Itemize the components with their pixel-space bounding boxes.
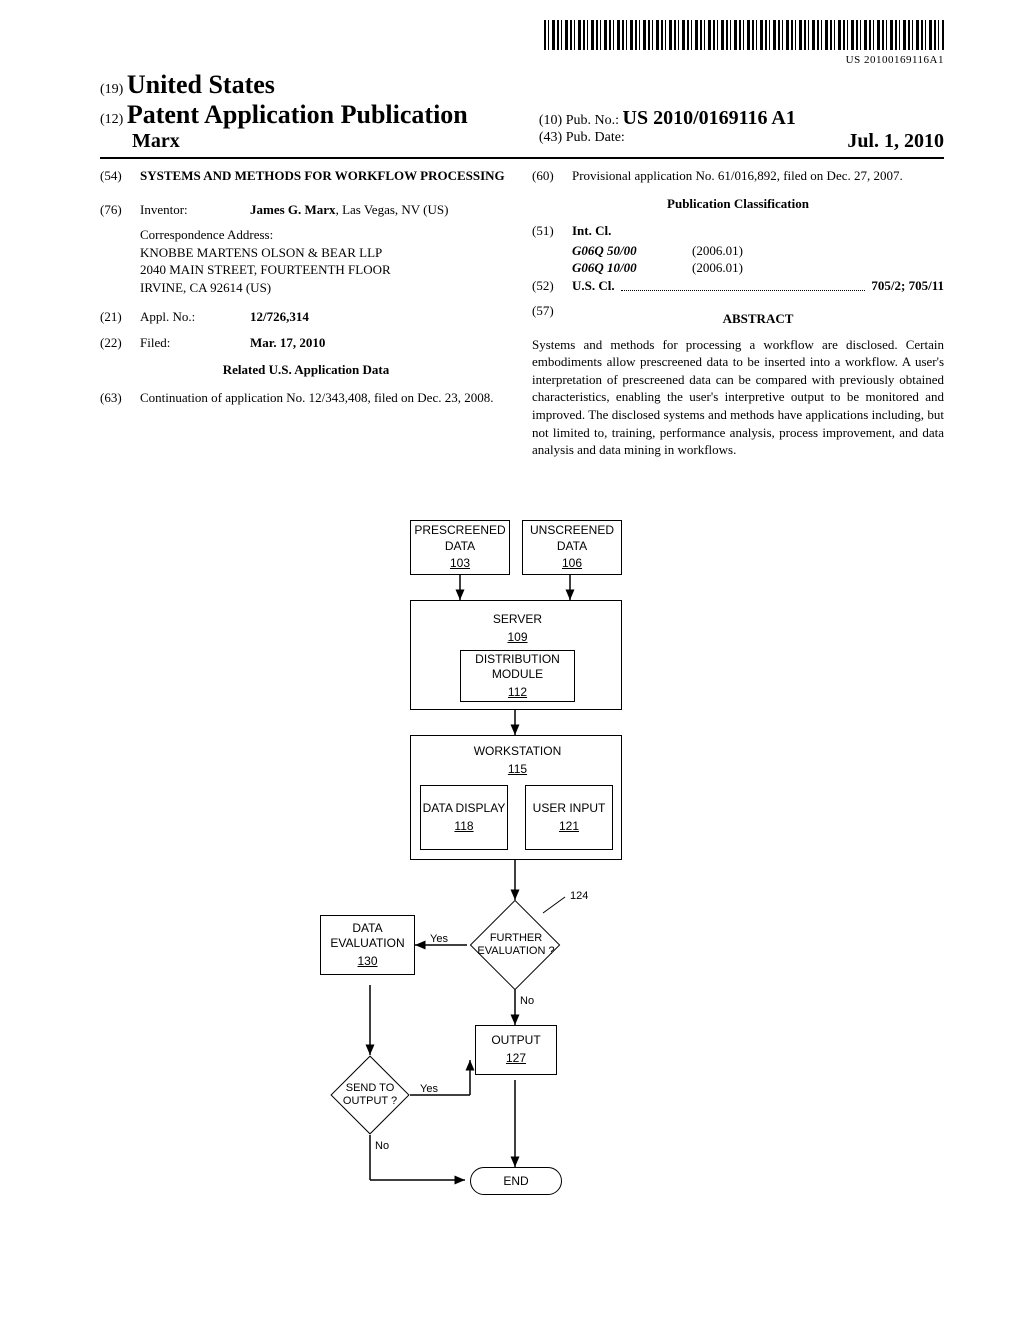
filed-num: (22) [100,334,140,352]
barcode [544,20,944,50]
header: (19) United States (12) Patent Applicati… [100,70,944,159]
node-user-input: USER INPUT 121 [525,785,613,850]
abstract-num: (57) [532,302,572,336]
uscl-label: U.S. Cl. [572,278,615,293]
country-num: (19) [100,82,123,97]
pub-no-num: (10) [539,113,562,128]
node-end: END [470,1167,562,1195]
node-further-eval: FURTHER EVALUATION ? [475,920,557,970]
edge-no2: No [375,1140,389,1152]
pub-date-label: Pub. Date: [566,130,625,145]
node-ref: 121 [559,819,579,835]
prov-text: Provisional application No. 61/016,892, … [572,167,944,185]
flowchart: PRESCREENED DATA 103 UNSCREENED DATA 106… [290,520,720,1300]
intcl-1-code: G06Q 50/00 [572,242,692,260]
node-label: OUTPUT [491,1033,540,1049]
ref-124: 124 [570,890,588,902]
appl-val: 12/726,314 [250,309,309,324]
edge-yes2: Yes [420,1083,438,1095]
node-ref: 127 [506,1051,526,1067]
node-output: OUTPUT 127 [475,1025,557,1075]
node-ref: 130 [357,954,377,970]
cont-num: (63) [100,389,140,407]
pub-no: US 2010/0169116 A1 [623,107,796,129]
right-column: (60) Provisional application No. 61/016,… [532,167,944,459]
node-server: SERVER 109 [475,610,560,648]
node-data-eval: DATA EVALUATION 130 [320,915,415,975]
appl-num: (21) [100,308,140,326]
barcode-area: US 20100169116A1 [100,20,944,66]
node-ref: 109 [507,630,527,646]
title-num: (54) [100,167,140,185]
node-label: DATA EVALUATION [321,921,414,952]
node-ref: 112 [508,685,527,701]
node-label: UNSCREENED DATA [523,523,621,554]
filed-label: Filed: [140,334,250,352]
abstract-text: Systems and methods for processing a wor… [532,336,944,459]
intcl-2-year: (2006.01) [692,259,743,277]
corr-line1: KNOBBE MARTENS OLSON & BEAR LLP [140,244,512,262]
prov-num: (60) [532,167,572,185]
node-label: PRESCREENED DATA [411,523,509,554]
node-label: FURTHER EVALUATION ? [475,932,557,958]
node-send-output: SEND TO OUTPUT ? [332,1073,408,1117]
corr-label: Correspondence Address: [140,226,512,244]
node-ref: 115 [508,762,527,778]
node-label: SERVER [493,612,542,628]
node-distribution: DISTRIBUTION MODULE 112 [460,650,575,702]
node-ref: 103 [450,556,470,572]
inventor-name: James G. Marx [250,202,336,217]
node-prescreened: PRESCREENED DATA 103 [410,520,510,575]
pub-type-num: (12) [100,112,123,127]
inventor-num: (76) [100,201,140,219]
node-ref: 106 [562,556,582,572]
cont-text: Continuation of application No. 12/343,4… [140,389,512,407]
filed-val: Mar. 17, 2010 [250,335,325,350]
uscl-val: 705/2; 705/11 [871,278,944,293]
node-label: SEND TO OUTPUT ? [332,1082,408,1108]
node-ref: 118 [454,819,473,835]
intcl-label: Int. Cl. [572,223,611,238]
node-label: DISTRIBUTION MODULE [461,652,574,683]
inventor-loc: , Las Vegas, NV (US) [336,202,449,217]
dots [621,290,866,291]
pub-date: Jul. 1, 2010 [847,130,944,153]
node-workstation: WORKSTATION 115 [470,742,565,780]
pub-type: Patent Application Publication [127,100,468,129]
abstract-heading: ABSTRACT [572,310,944,328]
class-heading: Publication Classification [532,195,944,213]
intcl-2-code: G06Q 10/00 [572,259,692,277]
related-heading: Related U.S. Application Data [100,361,512,379]
pub-date-num: (43) [539,130,562,145]
intcl-num: (51) [532,222,572,240]
edge-no1: No [520,995,534,1007]
barcode-text: US 20100169116A1 [100,54,944,66]
inventor-surname: Marx [100,130,505,153]
node-label: WORKSTATION [474,744,562,760]
left-column: (54) SYSTEMS AND METHODS FOR WORKFLOW PR… [100,167,512,459]
appl-label: Appl. No.: [140,308,250,326]
uscl-num: (52) [532,277,572,295]
corr-line2: 2040 MAIN STREET, FOURTEENTH FLOOR [140,261,512,279]
pub-no-label: Pub. No.: [566,113,619,128]
node-label: DATA DISPLAY [423,801,506,817]
node-data-display: DATA DISPLAY 118 [420,785,508,850]
intcl-1-year: (2006.01) [692,242,743,260]
inventor-label: Inventor: [140,201,250,219]
title: SYSTEMS AND METHODS FOR WORKFLOW PROCESS… [140,167,505,185]
node-label: USER INPUT [533,801,606,817]
node-unscreened: UNSCREENED DATA 106 [522,520,622,575]
corr-line3: IRVINE, CA 92614 (US) [140,279,512,297]
edge-yes1: Yes [430,933,448,945]
node-label: END [503,1174,528,1188]
country: United States [127,70,275,99]
